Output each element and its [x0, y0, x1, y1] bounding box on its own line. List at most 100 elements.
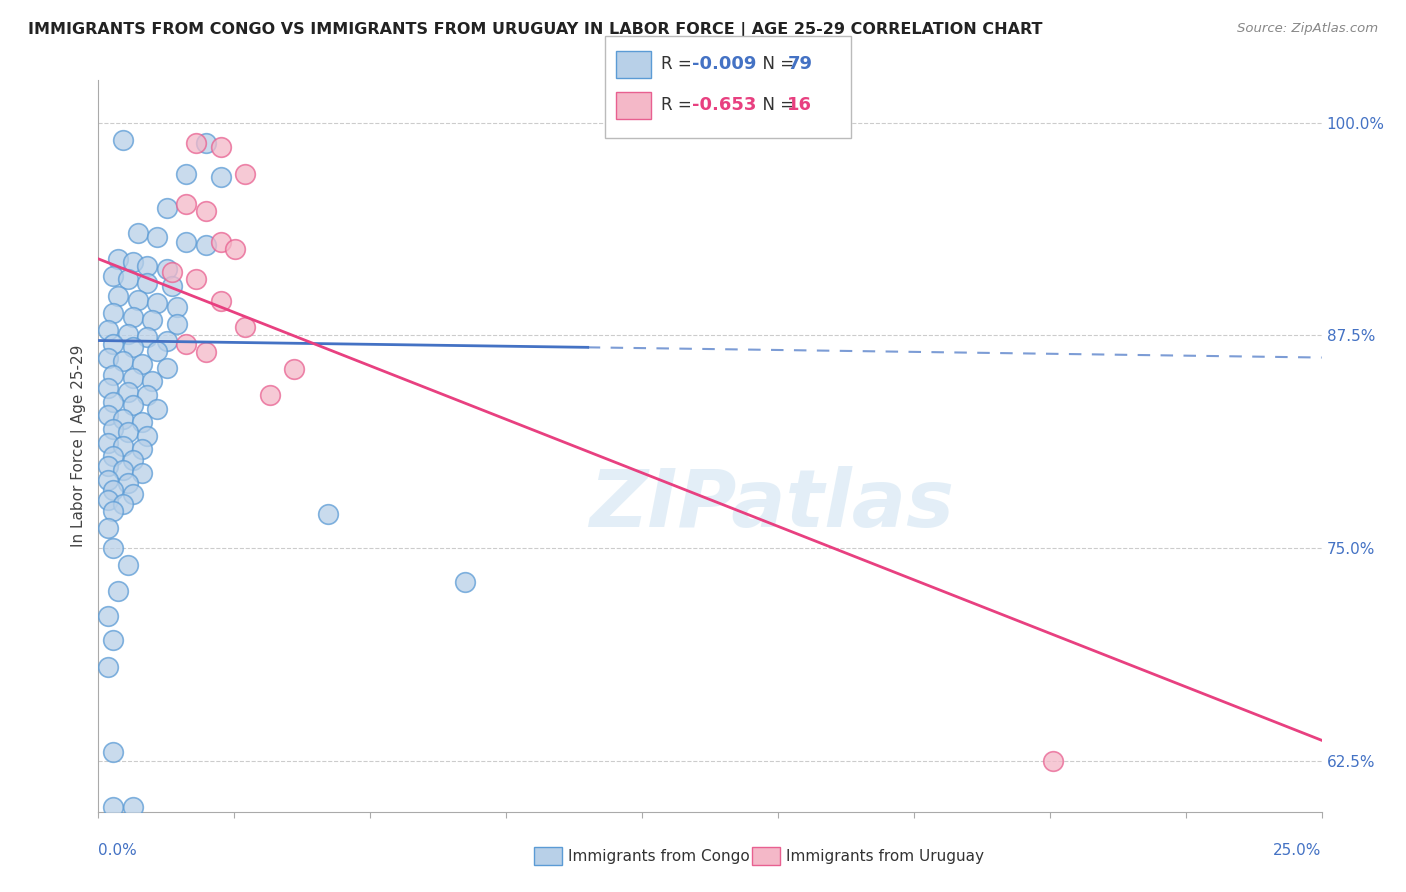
- Point: [97, 473, 120, 487]
- Point: [101, 745, 124, 759]
- Point: [233, 320, 256, 334]
- Point: [224, 242, 246, 256]
- Point: [101, 503, 124, 517]
- Point: [131, 415, 153, 429]
- Text: Immigrants from Congo: Immigrants from Congo: [568, 849, 749, 863]
- Point: [121, 255, 143, 269]
- Point: [101, 449, 124, 463]
- Point: [121, 310, 143, 324]
- Point: [146, 401, 169, 416]
- Point: [186, 272, 208, 286]
- Text: ZIPatlas: ZIPatlas: [589, 466, 953, 543]
- Text: 0.0%: 0.0%: [98, 843, 138, 858]
- Point: [136, 388, 159, 402]
- Point: [101, 799, 124, 814]
- Point: [136, 330, 159, 344]
- Point: [121, 799, 143, 814]
- Text: Source: ZipAtlas.com: Source: ZipAtlas.com: [1237, 22, 1378, 36]
- Point: [101, 483, 124, 498]
- Point: [97, 459, 120, 474]
- Point: [121, 486, 143, 500]
- Text: N =: N =: [752, 55, 800, 73]
- Point: [97, 609, 120, 624]
- Point: [160, 265, 183, 279]
- Text: -0.653: -0.653: [692, 96, 756, 114]
- Point: [318, 507, 340, 521]
- Point: [101, 337, 124, 351]
- Point: [195, 345, 218, 359]
- Text: 79: 79: [787, 55, 813, 73]
- Point: [156, 201, 179, 215]
- Text: N =: N =: [752, 96, 800, 114]
- Point: [141, 375, 163, 389]
- Point: [156, 360, 179, 375]
- Point: [101, 541, 124, 555]
- Point: [111, 497, 134, 511]
- Point: [131, 467, 153, 481]
- Text: 16: 16: [787, 96, 813, 114]
- Point: [127, 293, 149, 307]
- Point: [111, 354, 134, 368]
- Point: [160, 279, 183, 293]
- Point: [101, 306, 124, 320]
- Point: [176, 167, 198, 181]
- Point: [209, 235, 232, 249]
- Point: [166, 300, 188, 314]
- Point: [97, 521, 120, 535]
- Point: [117, 425, 139, 440]
- Point: [101, 632, 124, 647]
- Point: [97, 435, 120, 450]
- Point: [136, 276, 159, 290]
- Point: [146, 229, 169, 244]
- Point: [117, 558, 139, 572]
- Point: [121, 371, 143, 385]
- Point: [107, 289, 129, 303]
- Point: [107, 583, 129, 598]
- Point: [117, 384, 139, 399]
- Text: Immigrants from Uruguay: Immigrants from Uruguay: [786, 849, 984, 863]
- Point: [146, 343, 169, 358]
- Point: [233, 167, 256, 181]
- Point: [97, 351, 120, 365]
- Point: [127, 227, 149, 241]
- Point: [131, 357, 153, 371]
- Point: [141, 313, 163, 327]
- Point: [121, 452, 143, 467]
- Point: [146, 296, 169, 310]
- Text: R =: R =: [661, 96, 697, 114]
- Point: [97, 381, 120, 395]
- Point: [111, 439, 134, 453]
- Point: [131, 442, 153, 457]
- Point: [111, 463, 134, 477]
- Point: [209, 170, 232, 185]
- Point: [97, 409, 120, 423]
- Point: [101, 422, 124, 436]
- Point: [121, 340, 143, 354]
- Point: [209, 139, 232, 153]
- Point: [136, 429, 159, 443]
- Point: [176, 337, 198, 351]
- Point: [101, 394, 124, 409]
- Point: [97, 660, 120, 674]
- Point: [195, 238, 218, 252]
- Point: [166, 317, 188, 331]
- Y-axis label: In Labor Force | Age 25-29: In Labor Force | Age 25-29: [72, 345, 87, 547]
- Point: [176, 197, 198, 211]
- Text: 25.0%: 25.0%: [1274, 843, 1322, 858]
- Point: [195, 136, 218, 151]
- Point: [176, 235, 198, 249]
- Point: [156, 334, 179, 348]
- Point: [117, 272, 139, 286]
- Point: [259, 388, 281, 402]
- Point: [1042, 754, 1064, 768]
- Point: [97, 493, 120, 508]
- Point: [117, 476, 139, 491]
- Point: [111, 411, 134, 425]
- Point: [283, 362, 305, 376]
- Point: [209, 294, 232, 309]
- Point: [111, 133, 134, 147]
- Point: [156, 262, 179, 277]
- Point: [121, 398, 143, 412]
- Point: [186, 136, 208, 151]
- Text: R =: R =: [661, 55, 697, 73]
